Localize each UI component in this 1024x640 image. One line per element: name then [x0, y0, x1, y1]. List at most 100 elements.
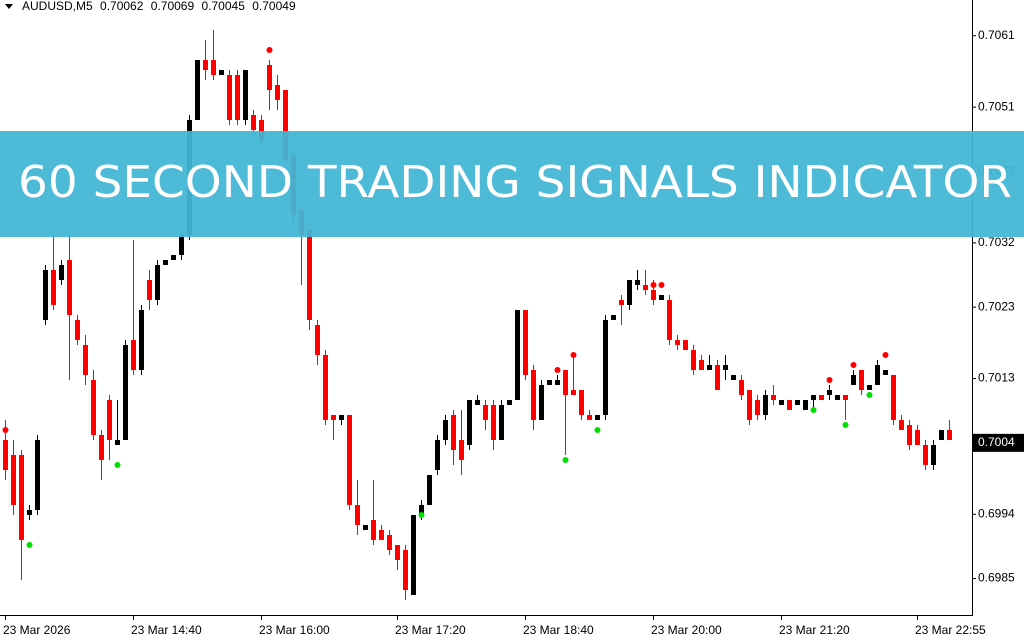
candle-body: [707, 365, 712, 370]
candle-body: [339, 415, 344, 420]
candle-body: [171, 255, 176, 260]
y-tick-label: 0.6994: [978, 506, 1015, 520]
candle-body: [499, 405, 504, 440]
candle-body: [659, 295, 664, 300]
candle-body: [59, 265, 64, 280]
sell-signal: [850, 362, 857, 368]
candle-body: [787, 400, 792, 410]
candle-body: [323, 355, 328, 420]
candle-body: [459, 440, 464, 460]
candle-body: [627, 280, 632, 305]
candle-body: [643, 285, 648, 290]
candle-body: [427, 475, 432, 505]
candle-body: [667, 300, 672, 340]
y-tick-label: 0.7061: [978, 28, 1015, 42]
candle-body: [579, 390, 584, 415]
candle-body: [843, 395, 848, 400]
candle-body: [747, 390, 752, 420]
candle-body: [315, 325, 320, 355]
candle-body: [123, 345, 128, 440]
quote-high: 0.70069: [151, 0, 195, 13]
candle-body: [83, 345, 88, 375]
candle-body: [147, 280, 152, 300]
candle-body: [347, 415, 352, 505]
candle-body: [571, 390, 576, 395]
sell-signal: [554, 367, 561, 373]
candle-body: [715, 365, 720, 390]
candle-body: [251, 115, 256, 130]
candle-body: [379, 530, 384, 540]
candle-body: [779, 400, 784, 405]
buy-signal: [810, 407, 817, 413]
candle-body: [923, 445, 928, 465]
menu-arrow[interactable]: [5, 4, 13, 9]
candle-body: [563, 370, 568, 395]
candle-body: [243, 70, 248, 120]
candle-body: [403, 550, 408, 590]
candle-body: [275, 85, 280, 100]
candle-body: [387, 535, 392, 550]
candle-body: [91, 380, 96, 435]
buy-signal: [114, 462, 121, 468]
sell-signal: [650, 282, 657, 288]
x-tick-label: 23 Mar 21:20: [779, 623, 850, 637]
quote-close: 0.70049: [252, 0, 296, 13]
candle-body: [267, 65, 272, 90]
candle-body: [195, 60, 200, 120]
y-tick-label: 0.7032: [978, 235, 1015, 249]
candle-body: [739, 380, 744, 395]
candle-body: [507, 400, 512, 405]
candle-body: [451, 415, 456, 450]
x-tick-label: 23 Mar 16:00: [259, 623, 330, 637]
candle-body: [11, 455, 16, 505]
current-price-box: [972, 433, 1024, 452]
sell-signal: [570, 352, 577, 358]
sell-signal: [266, 47, 273, 53]
candle-body: [603, 320, 608, 415]
candle-body: [675, 340, 680, 345]
candle-body: [43, 270, 48, 320]
sell-signal: [826, 377, 833, 383]
symbol-label: AUDUSD,M5: [22, 0, 93, 13]
candle-body: [75, 320, 80, 340]
candle-body: [19, 455, 24, 540]
candle-body: [547, 380, 552, 385]
candle-body: [419, 505, 424, 515]
candle-body: [163, 260, 168, 265]
candle-body: [99, 435, 104, 460]
candle-body: [875, 365, 880, 385]
candle-body: [475, 400, 480, 405]
candle-body: [699, 360, 704, 370]
candle-body: [811, 395, 816, 400]
candle-body: [939, 430, 944, 440]
candle-body: [411, 515, 416, 595]
candle-body: [27, 510, 32, 515]
candle-body: [851, 375, 856, 385]
candle-body: [763, 395, 768, 415]
x-tick-label: 23 Mar 2026: [3, 623, 71, 637]
candle-body: [51, 270, 56, 305]
candle-body: [835, 395, 840, 400]
candle-body: [139, 310, 144, 370]
candle-body: [363, 525, 368, 530]
candle-body: [611, 315, 616, 320]
candle-body: [899, 420, 904, 430]
candle-body: [651, 290, 656, 300]
x-tick-label: 23 Mar 17:20: [395, 623, 466, 637]
candle-body: [555, 380, 560, 385]
candle-body: [67, 260, 72, 315]
candle-body: [827, 390, 832, 395]
candle-body: [211, 60, 216, 75]
candle-body: [867, 385, 872, 390]
x-tick-label: 23 Mar 14:40: [131, 623, 202, 637]
candle-body: [515, 310, 520, 400]
buy-signal: [26, 542, 33, 548]
buy-signal: [842, 422, 849, 428]
candle-body: [283, 90, 288, 160]
candle-body: [219, 70, 224, 75]
candle-body: [483, 405, 488, 420]
candle-body: [795, 400, 800, 405]
